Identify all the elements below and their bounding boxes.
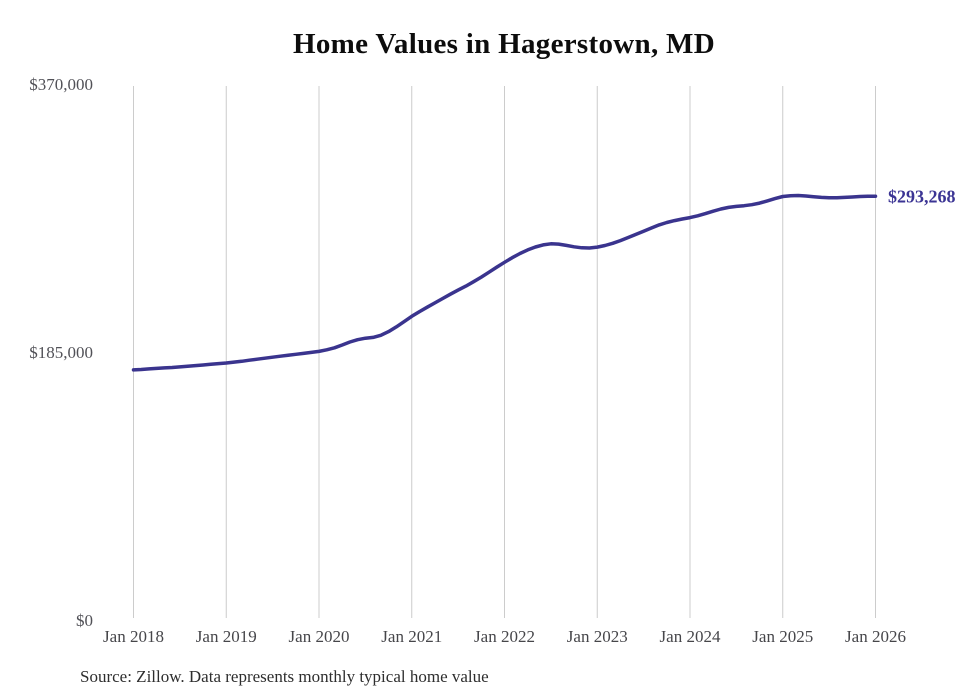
x-axis-tick-jan-2026: Jan 2026	[845, 627, 906, 646]
chart-title: Home Values in Hagerstown, MD	[293, 28, 715, 60]
x-axis-tick-jan-2025: Jan 2025	[752, 627, 814, 646]
y-axis-tick-370000: $370,000	[29, 75, 93, 94]
x-axis-tick-jan-2018: Jan 2018	[103, 627, 164, 646]
latest-value-label: $293,268	[888, 186, 956, 207]
x-axis-tick-jan-2024: Jan 2024	[659, 627, 721, 646]
x-axis-tick-jan-2023: Jan 2023	[566, 627, 628, 646]
y-axis-tick-0: $0	[76, 611, 93, 630]
y-axis-tick-185000: $185,000	[29, 343, 93, 362]
x-axis-tick-jan-2022: Jan 2022	[474, 627, 535, 646]
x-axis-tick-jan-2020: Jan 2020	[288, 627, 350, 646]
source-note: Source: Zillow. Data represents monthly …	[80, 667, 489, 686]
home-value-line	[131, 193, 878, 372]
x-axis-tick-jan-2021: Jan 2021	[381, 627, 443, 646]
x-axis-tick-jan-2019: Jan 2019	[195, 627, 257, 646]
